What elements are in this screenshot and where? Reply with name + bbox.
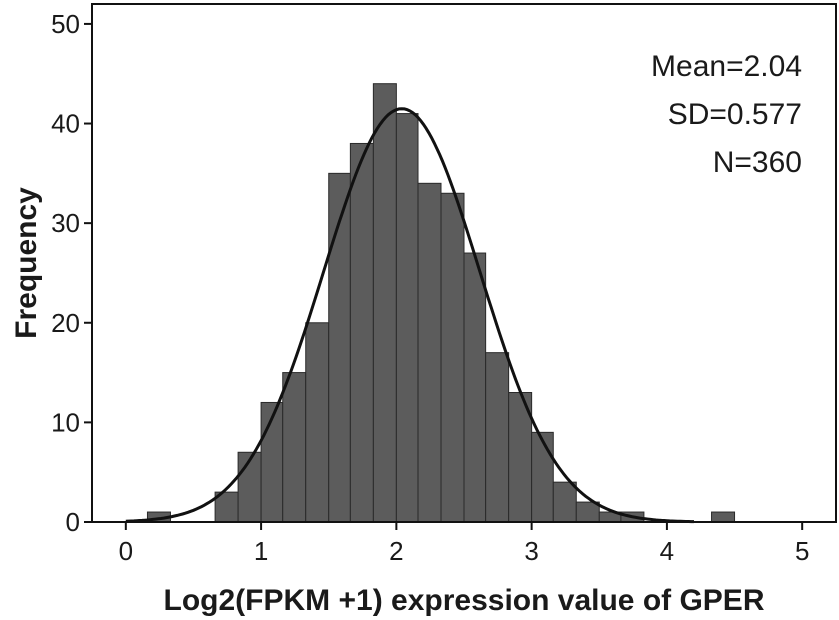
histogram-bar [463, 252, 487, 523]
x-tick-label: 1 [254, 536, 268, 566]
histogram-bar [417, 182, 442, 523]
y-tick-label: 30 [51, 208, 80, 238]
y-axis-title: Frequency [10, 187, 43, 339]
histogram-bar [372, 83, 397, 523]
histogram-bar [575, 501, 600, 523]
x-tick-label: 4 [660, 536, 674, 566]
x-tick-label: 3 [524, 536, 538, 566]
y-tick-label: 20 [51, 308, 80, 338]
y-tick-label: 50 [51, 9, 80, 39]
histogram-bar [531, 431, 554, 523]
y-tick-label: 40 [51, 109, 80, 139]
histogram-bar [349, 142, 374, 523]
histogram-bar [485, 352, 510, 523]
x-tick-label: 2 [389, 536, 403, 566]
histogram-bar [711, 511, 736, 523]
y-tick-label: 10 [51, 407, 80, 437]
plot-frame [91, 3, 837, 523]
bars-layer [146, 83, 736, 523]
histogram-bar [305, 322, 330, 523]
annotation-sd: SD=0.577 [668, 98, 802, 131]
annotation-mean: Mean=2.04 [651, 50, 802, 83]
histogram-bar [552, 481, 577, 523]
histogram-bar [440, 192, 465, 523]
x-tick-label: 0 [119, 536, 133, 566]
histogram-bar [395, 113, 419, 523]
normal-curve [125, 107, 694, 524]
annotation-n: N=360 [713, 146, 802, 179]
histogram-bar [282, 372, 307, 523]
x-tick-label: 5 [795, 536, 809, 566]
x-axis-title: Log2(FPKM +1) expression value of GPER [164, 584, 765, 617]
y-tick-label: 0 [66, 507, 80, 537]
